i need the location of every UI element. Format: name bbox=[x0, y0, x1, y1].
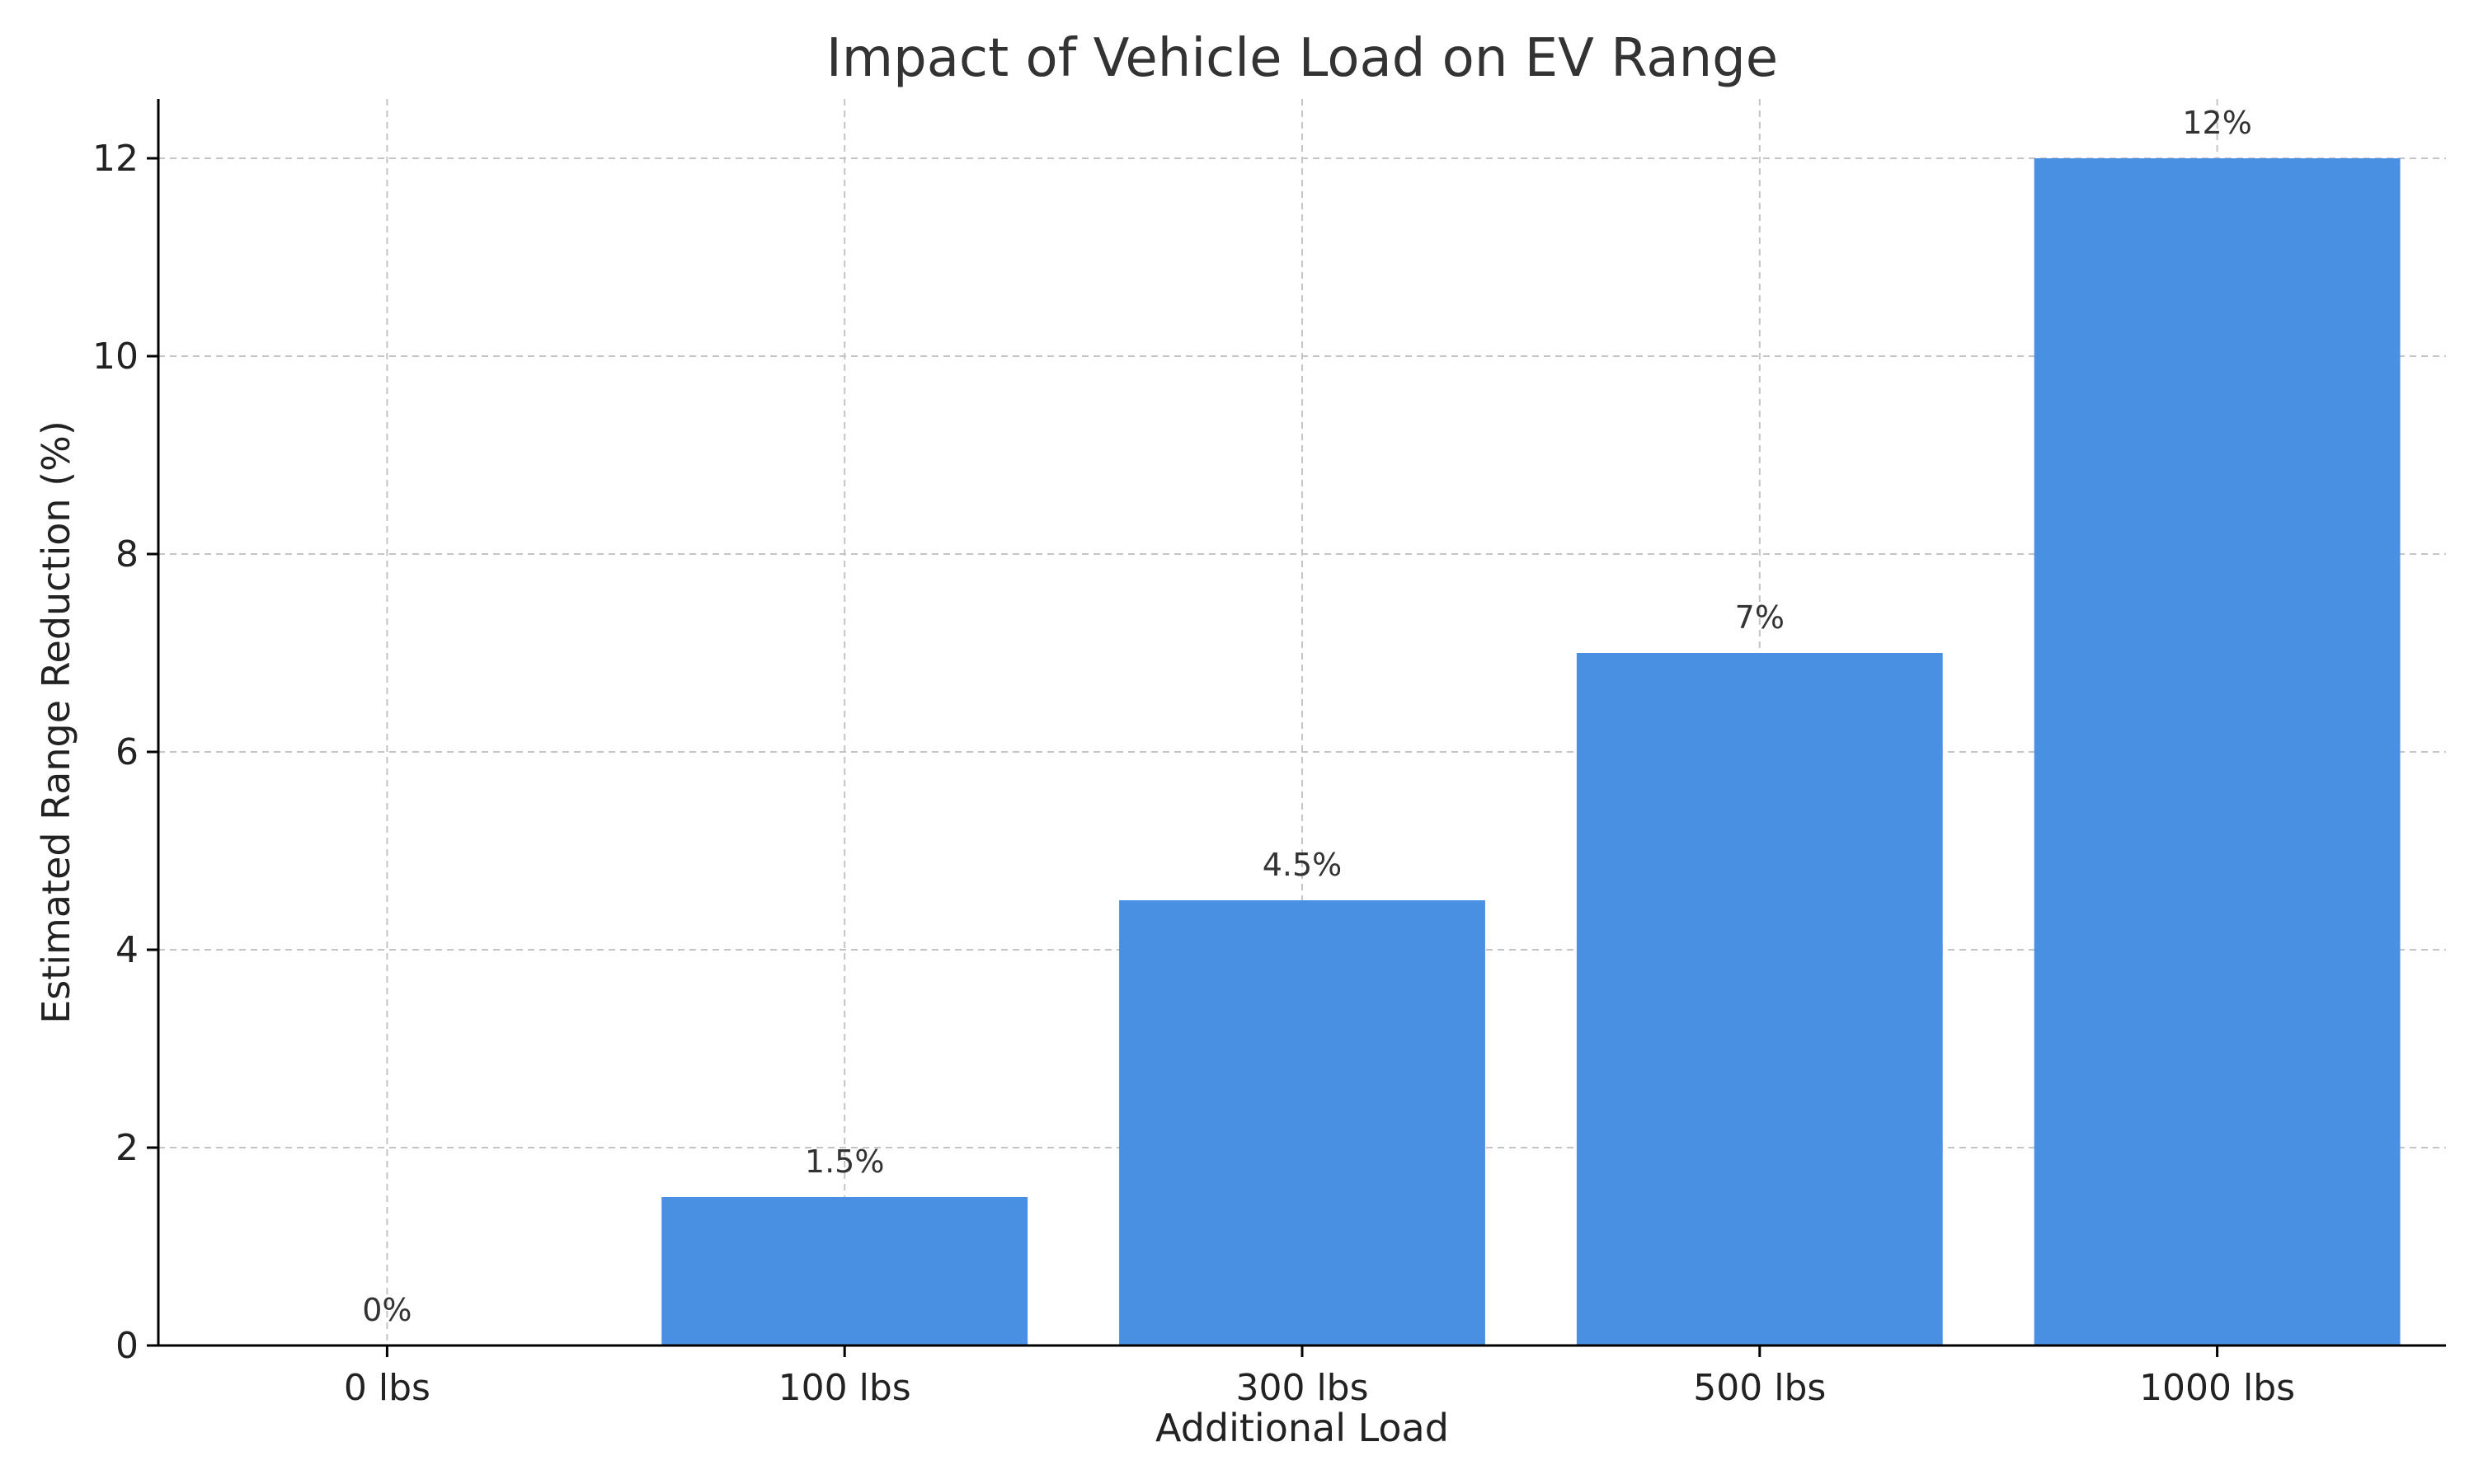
bar bbox=[1119, 900, 1485, 1345]
x-axis-label: Additional Load bbox=[1155, 1406, 1449, 1450]
data-label: 12% bbox=[2182, 105, 2251, 141]
bar-layer bbox=[661, 158, 2401, 1345]
data-label: 0% bbox=[362, 1292, 412, 1328]
y-tick-label: 10 bbox=[92, 336, 139, 378]
y-tick-label: 8 bbox=[115, 533, 139, 575]
chart-title: Impact of Vehicle Load on EV Range bbox=[826, 28, 1778, 89]
data-label: 7% bbox=[1735, 599, 1785, 636]
y-tick-label: 6 bbox=[115, 731, 139, 773]
x-tick-label: 0 lbs bbox=[344, 1367, 430, 1409]
y-tick-label: 2 bbox=[115, 1127, 139, 1169]
x-tick-label: 100 lbs bbox=[778, 1367, 911, 1409]
data-label: 1.5% bbox=[805, 1144, 885, 1180]
x-tick-label: 300 lbs bbox=[1235, 1367, 1368, 1409]
bar bbox=[661, 1197, 1028, 1345]
y-tick-label: 4 bbox=[115, 929, 139, 971]
x-tick-label: 1000 lbs bbox=[2139, 1367, 2295, 1409]
bar bbox=[1576, 653, 1943, 1345]
data-label-layer: 0% 1.5% 4.5% 7% 12% bbox=[362, 105, 2252, 1328]
y-tick-label: 12 bbox=[92, 138, 139, 180]
data-label: 4.5% bbox=[1263, 847, 1343, 883]
x-tick-label: 500 lbs bbox=[1693, 1367, 1826, 1409]
bar bbox=[2034, 158, 2401, 1345]
y-axis-label: Estimated Range Reduction (%) bbox=[34, 420, 78, 1024]
y-tick-label: 0 bbox=[115, 1325, 139, 1367]
tick-layer: 0 2 4 6 8 10 12 0 lbs 100 lbs 300 lbs 500 lbs 1000 … bbox=[92, 138, 2295, 1409]
